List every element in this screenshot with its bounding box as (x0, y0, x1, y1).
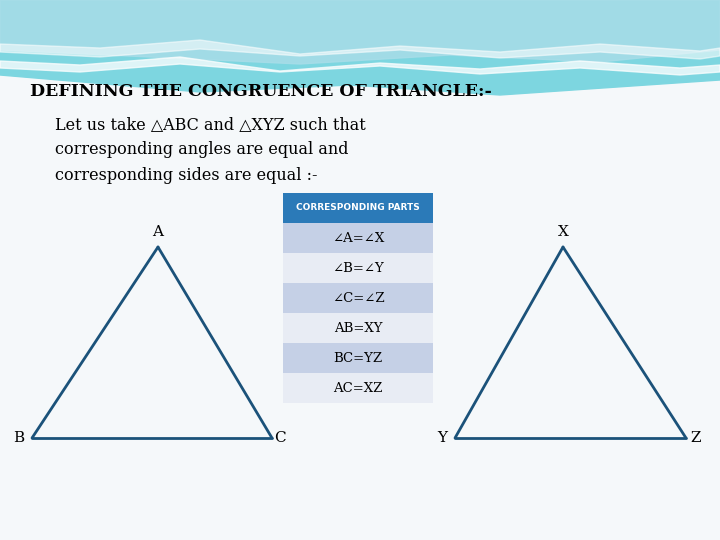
Text: ∠A=∠X: ∠A=∠X (332, 232, 384, 245)
Polygon shape (0, 57, 720, 75)
Text: B: B (14, 431, 24, 445)
Text: corresponding sides are equal :-: corresponding sides are equal :- (55, 166, 318, 184)
FancyBboxPatch shape (283, 343, 433, 373)
FancyBboxPatch shape (283, 283, 433, 313)
Text: ∠B=∠Y: ∠B=∠Y (332, 261, 384, 274)
Polygon shape (0, 40, 720, 59)
Text: A: A (153, 225, 163, 239)
Text: X: X (557, 225, 568, 239)
Polygon shape (0, 0, 720, 95)
Text: BC=YZ: BC=YZ (333, 352, 382, 365)
Text: C: C (274, 431, 286, 445)
Text: CORRESPONDING PARTS: CORRESPONDING PARTS (296, 204, 420, 213)
FancyBboxPatch shape (283, 223, 433, 253)
Polygon shape (0, 0, 720, 64)
FancyBboxPatch shape (283, 253, 433, 283)
Text: ∠C=∠Z: ∠C=∠Z (332, 292, 384, 305)
Text: Let us take △ABC and △XYZ such that: Let us take △ABC and △XYZ such that (55, 117, 366, 133)
Text: corresponding angles are equal and: corresponding angles are equal and (55, 141, 348, 159)
FancyBboxPatch shape (283, 313, 433, 343)
Text: Z: Z (690, 431, 701, 445)
Text: Y: Y (437, 431, 447, 445)
Text: AC=XZ: AC=XZ (333, 381, 383, 395)
Text: AB=XY: AB=XY (334, 321, 382, 334)
FancyBboxPatch shape (283, 193, 433, 223)
FancyBboxPatch shape (283, 373, 433, 403)
Text: DEFINING THE CONGRUENCE OF TRIANGLE:-: DEFINING THE CONGRUENCE OF TRIANGLE:- (30, 84, 492, 100)
